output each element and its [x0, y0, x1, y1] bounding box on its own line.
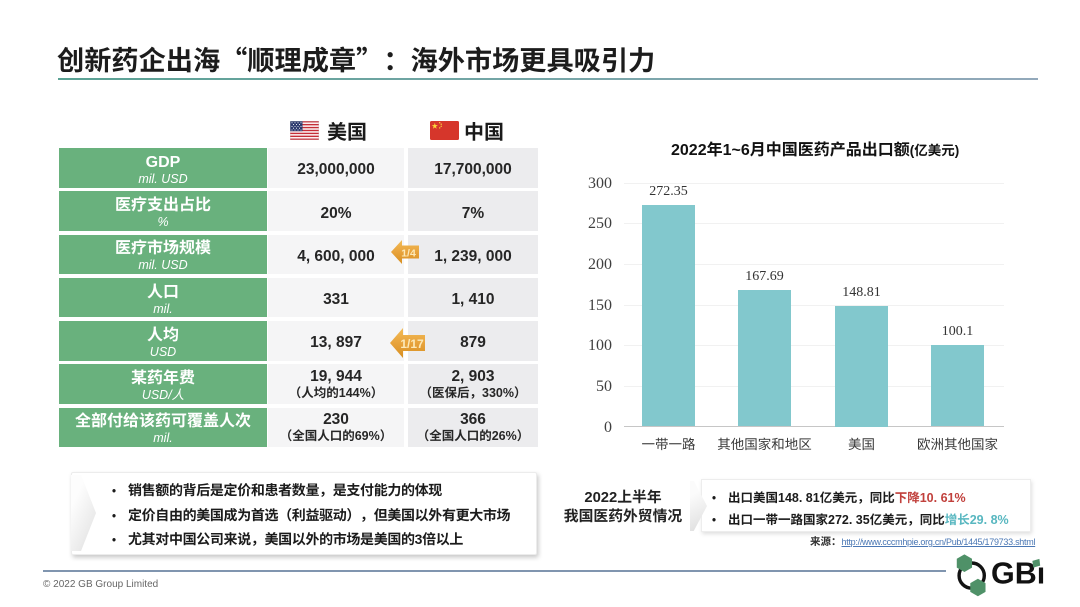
- svg-text:1/4: 1/4: [401, 248, 416, 260]
- svg-text:1/17: 1/17: [400, 337, 424, 351]
